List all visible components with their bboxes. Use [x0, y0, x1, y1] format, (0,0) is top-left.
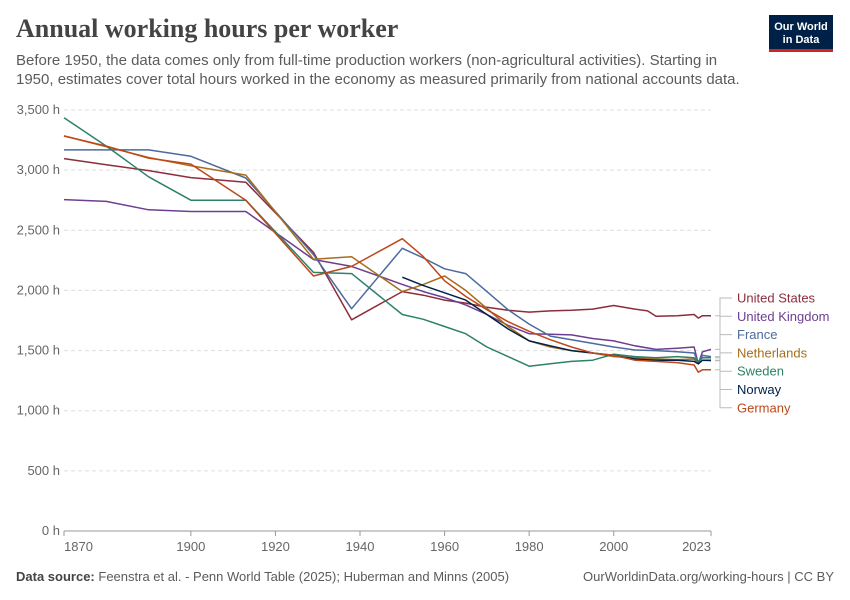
x-tick-label: 2023 — [682, 539, 711, 554]
x-tick-label: 1870 — [64, 539, 93, 554]
y-tick-label: 1,500 h — [17, 343, 60, 358]
legend-connector-united-states — [715, 297, 732, 317]
y-tick-label: 2,500 h — [17, 222, 60, 237]
logo-line-2: in Data — [782, 33, 820, 46]
legend-label-united-states[interactable]: United States — [737, 291, 816, 306]
grid — [64, 109, 711, 472]
series-line-netherlands[interactable] — [63, 135, 712, 365]
x-tick-label: 1920 — [261, 539, 290, 554]
legend-label-norway[interactable]: Norway — [737, 382, 782, 397]
x-tick-label: 1900 — [176, 539, 205, 554]
chart-title: Annual working hours per worker — [16, 14, 399, 43]
series-line-norway[interactable] — [402, 276, 711, 365]
data-source-label: Data source: — [16, 569, 95, 584]
series-line-france[interactable] — [64, 149, 712, 364]
legend-label-united-kingdom[interactable]: United Kingdom — [737, 309, 830, 324]
y-tick-label: 3,500 h — [17, 102, 60, 117]
series-lines — [63, 117, 712, 373]
legend-connector-france — [715, 334, 732, 358]
chart-subtitle: Before 1950, the data comes only from fu… — [16, 52, 740, 88]
series-line-sweden[interactable] — [63, 117, 711, 367]
axes: 0 h 500 h 1,000 h 1,500 h 2,000 h 2,500 h 3,00… — [17, 102, 712, 554]
x-tick-label: 2000 — [599, 539, 628, 554]
legend-label-sweden[interactable]: Sweden — [737, 364, 784, 379]
owid-logo[interactable]: Our World in Data — [769, 15, 833, 52]
legend-connector-united-kingdom — [715, 315, 732, 350]
footer-url[interactable]: OurWorldinData.org/working-hours | CC BY — [583, 569, 834, 584]
legend-connector-germany — [715, 369, 732, 409]
series-line-united-states[interactable] — [63, 157, 711, 321]
x-tick-label: 1940 — [346, 539, 375, 554]
y-tick-label: 0 h — [42, 523, 60, 538]
x-tick-label: 1960 — [430, 539, 459, 554]
y-tick-label: 1,000 h — [17, 403, 60, 418]
series-line-united-kingdom[interactable] — [63, 198, 712, 365]
legend-label-netherlands[interactable]: Netherlands — [737, 345, 808, 360]
data-source: Data source: Feenstra et al. - Penn Worl… — [16, 569, 509, 584]
legend-label-france[interactable]: France — [737, 327, 777, 342]
y-tick-label: 3,000 h — [17, 162, 60, 177]
series-line-germany[interactable] — [63, 135, 711, 373]
y-tick-label: 500 h — [27, 463, 60, 478]
y-tick-label: 2,000 h — [17, 282, 60, 297]
legend: United States United Kingdom France Netherl… — [715, 291, 830, 415]
legend-connector-norway — [715, 359, 732, 390]
legend-label-germany[interactable]: Germany — [737, 400, 791, 415]
legend-connector-netherlands — [715, 352, 732, 362]
logo-line-1: Our World — [774, 21, 828, 33]
x-tick-label: 1980 — [515, 539, 544, 554]
data-source-text: Feenstra et al. - Penn World Table (2025… — [98, 569, 510, 584]
